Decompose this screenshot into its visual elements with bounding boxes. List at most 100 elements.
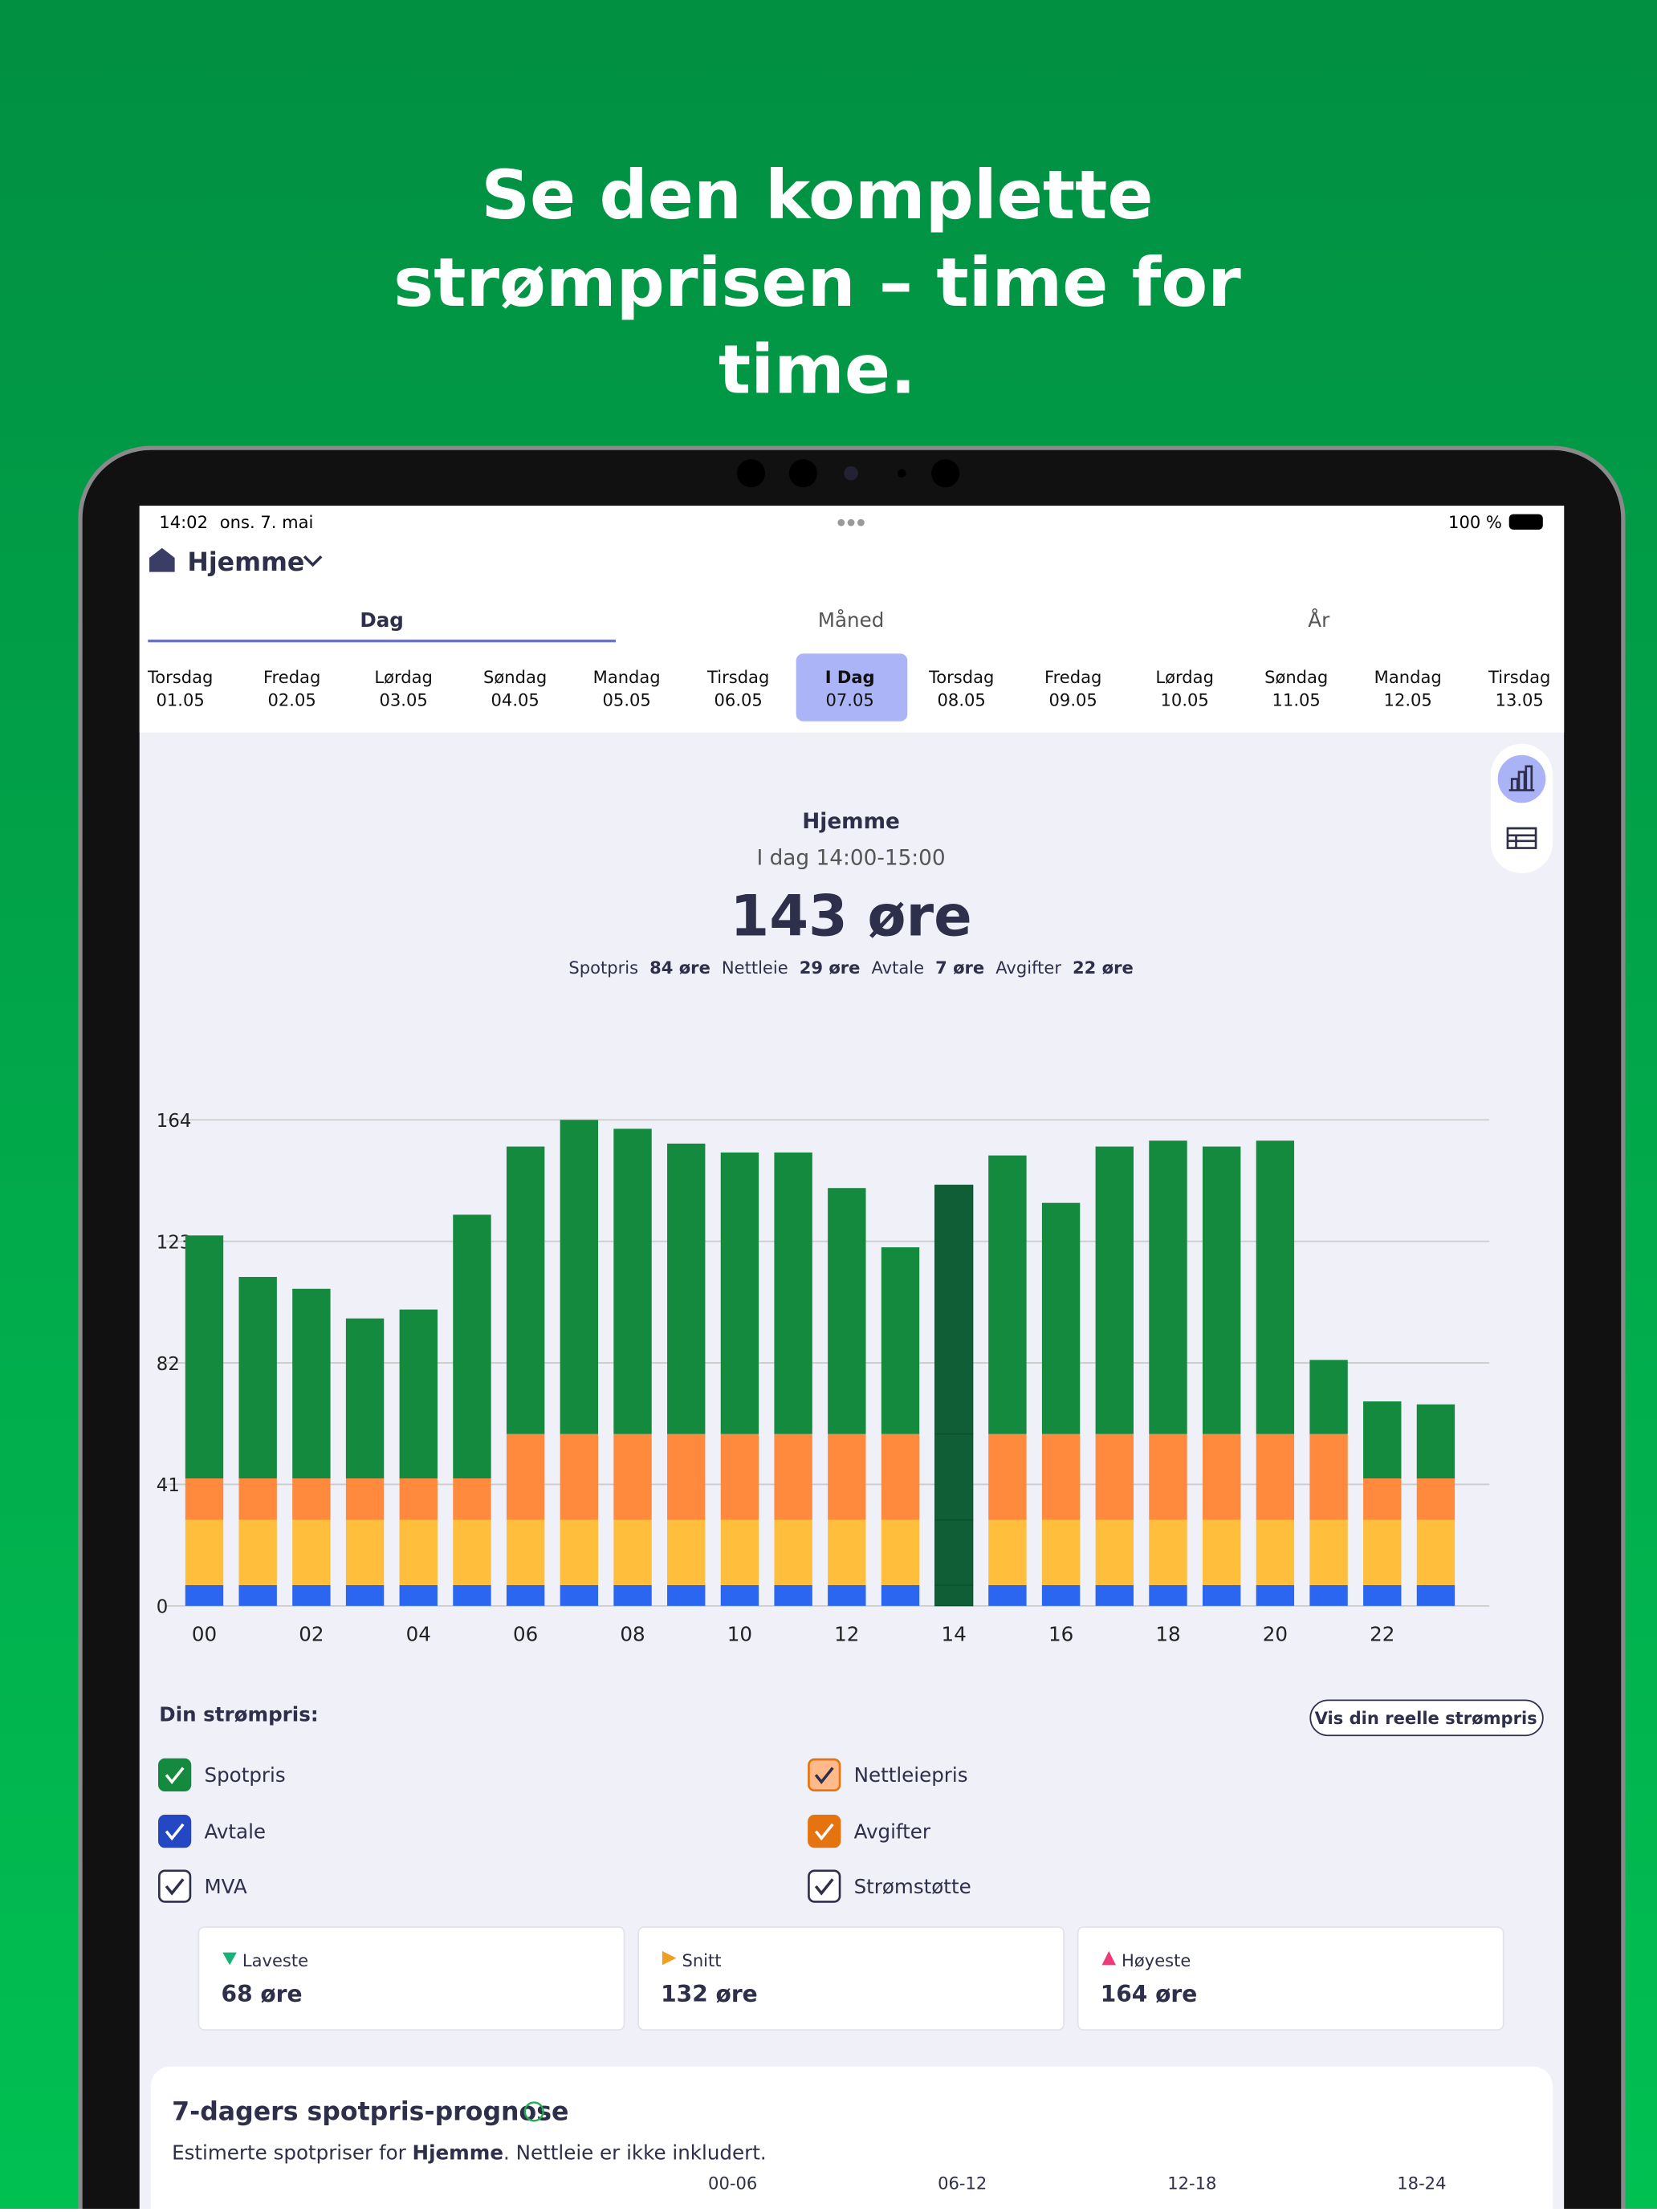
toggle-label[interactable]: Avtale bbox=[204, 1820, 266, 1843]
bar-segment[interactable] bbox=[1202, 1519, 1241, 1585]
bar-segment[interactable] bbox=[238, 1276, 277, 1479]
bar-segment[interactable] bbox=[988, 1584, 1027, 1606]
bar-segment[interactable] bbox=[1149, 1584, 1187, 1606]
bar-segment[interactable] bbox=[399, 1309, 438, 1479]
checkbox[interactable] bbox=[158, 1758, 192, 1792]
bar-segment[interactable] bbox=[988, 1519, 1027, 1585]
bar-segment[interactable] bbox=[1309, 1519, 1348, 1585]
home-icon[interactable] bbox=[149, 547, 175, 572]
bar-segment[interactable] bbox=[399, 1519, 438, 1585]
bar-segment[interactable] bbox=[1149, 1433, 1187, 1520]
bar-segment[interactable] bbox=[1309, 1360, 1348, 1434]
bar-segment[interactable] bbox=[934, 1584, 974, 1607]
bar-segment[interactable] bbox=[1256, 1584, 1295, 1606]
bar-segment[interactable] bbox=[238, 1584, 277, 1606]
bar-segment[interactable] bbox=[292, 1478, 331, 1520]
date-day[interactable]: I Dag bbox=[825, 667, 875, 687]
bar-segment[interactable] bbox=[1149, 1519, 1187, 1585]
bar-segment[interactable] bbox=[1363, 1584, 1402, 1606]
bar-segment[interactable] bbox=[667, 1143, 706, 1434]
bar-segment[interactable] bbox=[1095, 1146, 1134, 1434]
checkbox[interactable] bbox=[808, 1869, 841, 1903]
checkbox[interactable] bbox=[808, 1758, 841, 1792]
date-value[interactable]: 05.05 bbox=[603, 689, 651, 710]
toggle-label[interactable]: Strømstøtte bbox=[854, 1875, 971, 1898]
date-value[interactable]: 06.05 bbox=[715, 689, 763, 710]
date-value[interactable]: 07.05 bbox=[826, 689, 874, 710]
bar-segment[interactable] bbox=[345, 1519, 385, 1585]
bar-segment[interactable] bbox=[238, 1478, 277, 1520]
bar-segment[interactable] bbox=[1363, 1478, 1402, 1520]
bar-segment[interactable] bbox=[667, 1519, 706, 1585]
info-icon[interactable] bbox=[523, 2101, 544, 2122]
bar-segment[interactable] bbox=[774, 1584, 812, 1606]
bar-segment[interactable] bbox=[613, 1519, 652, 1585]
tab[interactable]: Måned bbox=[818, 608, 885, 632]
bar-segment[interactable] bbox=[988, 1433, 1027, 1520]
location[interactable]: Hjemme bbox=[187, 548, 304, 577]
bar-segment[interactable] bbox=[720, 1433, 759, 1520]
date-value[interactable]: 03.05 bbox=[380, 689, 428, 710]
bar-segment[interactable] bbox=[506, 1146, 545, 1434]
bar-segment[interactable] bbox=[1095, 1433, 1134, 1520]
bar-segment[interactable] bbox=[1416, 1478, 1455, 1520]
bar-segment[interactable] bbox=[934, 1519, 974, 1586]
chevron[interactable] bbox=[303, 555, 323, 567]
bar-segment[interactable] bbox=[506, 1433, 545, 1520]
bar-segment[interactable] bbox=[1149, 1141, 1187, 1434]
date-day[interactable]: Torsdag bbox=[928, 667, 994, 687]
bar-segment[interactable] bbox=[1095, 1519, 1134, 1585]
checkbox[interactable] bbox=[808, 1815, 841, 1848]
real-price-button[interactable] bbox=[1309, 1699, 1544, 1737]
bar-segment[interactable] bbox=[185, 1235, 224, 1479]
bar-segment[interactable] bbox=[1416, 1519, 1455, 1585]
bar-segment[interactable] bbox=[613, 1433, 652, 1520]
bar-segment[interactable] bbox=[185, 1519, 224, 1585]
bar-segment[interactable] bbox=[1256, 1433, 1295, 1520]
bar-segment[interactable] bbox=[185, 1478, 224, 1520]
tab[interactable]: Dag bbox=[360, 608, 404, 632]
bar-segment[interactable] bbox=[1363, 1519, 1402, 1585]
toggle-label[interactable]: Avgifter bbox=[854, 1820, 931, 1843]
bar-segment[interactable] bbox=[1256, 1141, 1295, 1434]
bar-segment[interactable] bbox=[292, 1288, 331, 1479]
bar-segment[interactable] bbox=[1202, 1584, 1241, 1606]
bar-segment[interactable] bbox=[238, 1519, 277, 1585]
bar-segment[interactable] bbox=[1202, 1433, 1241, 1520]
table-view-button[interactable] bbox=[1506, 827, 1537, 849]
bar-segment[interactable] bbox=[667, 1433, 706, 1520]
bar-segment[interactable] bbox=[828, 1433, 866, 1520]
date-day[interactable]: Mandag bbox=[593, 667, 661, 687]
date-day[interactable]: Tirsdag bbox=[1488, 667, 1550, 687]
bar-segment[interactable] bbox=[1202, 1146, 1241, 1434]
bar-segment[interactable] bbox=[774, 1152, 812, 1434]
bar-segment[interactable] bbox=[292, 1584, 331, 1606]
real-price-button-label[interactable]: Vis din reelle strømpris bbox=[1315, 1708, 1537, 1728]
bar-segment[interactable] bbox=[988, 1155, 1027, 1434]
bar-segment[interactable] bbox=[828, 1188, 866, 1434]
bar-segment[interactable] bbox=[1041, 1433, 1081, 1520]
date-day[interactable]: Torsdag bbox=[147, 667, 213, 687]
bar-segment[interactable] bbox=[1095, 1584, 1134, 1606]
tab[interactable]: År bbox=[1308, 608, 1330, 632]
bar-segment[interactable] bbox=[560, 1433, 599, 1520]
bar-segment[interactable] bbox=[881, 1519, 920, 1585]
bar-segment[interactable] bbox=[453, 1478, 491, 1520]
bar-segment[interactable] bbox=[613, 1584, 652, 1606]
bar-segment[interactable] bbox=[881, 1584, 920, 1606]
date-day[interactable]: Lørdag bbox=[374, 667, 433, 687]
bar-segment[interactable] bbox=[934, 1185, 974, 1435]
bar-segment[interactable] bbox=[881, 1247, 920, 1434]
bar-segment[interactable] bbox=[453, 1519, 491, 1585]
bar-segment[interactable] bbox=[560, 1120, 599, 1434]
date-value[interactable]: 12.05 bbox=[1384, 689, 1432, 710]
date-day[interactable]: Søndag bbox=[483, 667, 547, 687]
chart-view-button[interactable] bbox=[1497, 754, 1546, 803]
date-value[interactable]: 02.05 bbox=[268, 689, 316, 710]
bar-segment[interactable] bbox=[1309, 1584, 1348, 1606]
bar-segment[interactable] bbox=[560, 1519, 599, 1585]
bar-segment[interactable] bbox=[720, 1152, 759, 1434]
bar-segment[interactable] bbox=[881, 1433, 920, 1520]
date-day[interactable]: Fredag bbox=[263, 667, 320, 687]
bar-segment[interactable] bbox=[828, 1584, 866, 1606]
